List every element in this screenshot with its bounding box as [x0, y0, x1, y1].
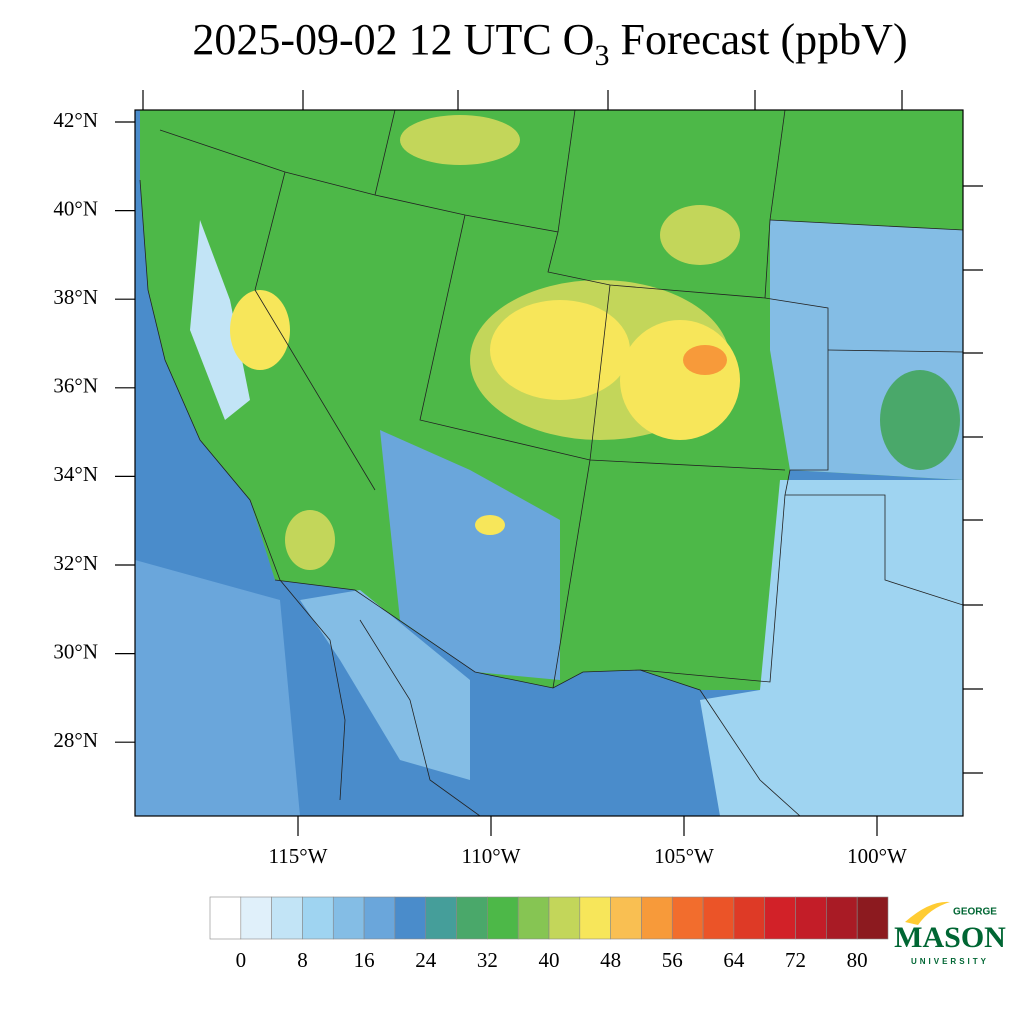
- colorbar-box: [332, 896, 365, 940]
- colorbar-label: 48: [600, 948, 621, 972]
- colorbar-box: [487, 896, 519, 940]
- colorbar-box: [671, 896, 704, 940]
- colorbar-box: [795, 896, 827, 940]
- colorbar-box: [764, 896, 796, 940]
- colorbar-box: [610, 896, 642, 940]
- lat-label: 42°N: [53, 108, 98, 132]
- lat-label: 36°N: [53, 374, 98, 398]
- colorbar-box: [271, 896, 303, 940]
- colorbar-box: [826, 896, 858, 940]
- lat-label: 28°N: [53, 728, 98, 752]
- map-field: [135, 110, 963, 816]
- title-rest: Forecast (ppbV): [609, 15, 907, 64]
- lon-label: 100°W: [847, 844, 907, 868]
- lat-label: 34°N: [53, 462, 98, 486]
- colorbar-box: [302, 896, 334, 940]
- colorbar-label: 32: [477, 948, 498, 972]
- colorbar-box: [456, 896, 488, 940]
- logo-bottom: UNIVERSITY: [911, 957, 989, 966]
- colorbar-box: [517, 896, 550, 940]
- colorbar-box: [425, 896, 457, 940]
- colorbar-box: [579, 896, 611, 940]
- logo: GEORGE MASON UNIVERSITY: [894, 901, 1006, 966]
- title-subscript: 3: [594, 39, 609, 72]
- colorbar-label: 72: [785, 948, 806, 972]
- title-main: 2025-09-02 12 UTC O: [192, 15, 594, 64]
- logo-top: GEORGE: [953, 907, 997, 918]
- colorbar-label: 40: [539, 948, 560, 972]
- lon-label: 105°W: [654, 844, 714, 868]
- colorbar-box: [702, 896, 735, 940]
- colorbar-box: [209, 896, 242, 940]
- colorbar-label: 64: [723, 948, 745, 972]
- lon-label: 115°W: [269, 844, 328, 868]
- lat-label: 38°N: [53, 285, 98, 309]
- lon-label: 110°W: [462, 844, 521, 868]
- map-ticks: [142, 90, 983, 774]
- colorbar-label: 0: [236, 948, 247, 972]
- colorbar-label: 16: [354, 948, 375, 972]
- colorbar-box: [733, 896, 766, 940]
- colorbar-label: 56: [662, 948, 683, 972]
- colorbar-box: [548, 896, 581, 940]
- map-frame: [134, 109, 964, 817]
- colorbar-box: [394, 896, 427, 940]
- colorbar-box: [641, 896, 673, 940]
- logo-main: MASON: [894, 921, 1006, 954]
- lat-label: 30°N: [53, 639, 98, 663]
- title: 2025-09-02 12 UTC O3 Forecast (ppbV): [192, 15, 907, 72]
- colorbar-box: [363, 896, 396, 940]
- lat-label: 32°N: [53, 551, 98, 575]
- colorbar-box: [240, 896, 272, 940]
- colorbar-label: 24: [415, 948, 437, 972]
- colorbar-label: 80: [847, 948, 868, 972]
- colorbar-label: 8: [297, 948, 308, 972]
- colorbar-box: [856, 896, 889, 940]
- lat-label: 40°N: [53, 196, 98, 220]
